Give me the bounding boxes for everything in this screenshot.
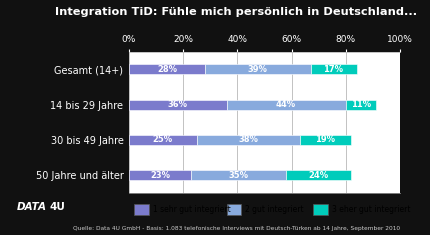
Bar xyxy=(129,135,197,145)
Text: DATA: DATA xyxy=(17,201,47,212)
Bar xyxy=(300,135,351,145)
Bar xyxy=(129,64,205,74)
Text: 17%: 17% xyxy=(323,65,344,74)
Text: 35%: 35% xyxy=(229,171,249,180)
Bar xyxy=(227,100,346,110)
Text: 36%: 36% xyxy=(168,100,188,109)
Text: 44%: 44% xyxy=(276,100,296,109)
Bar xyxy=(129,100,227,110)
FancyBboxPatch shape xyxy=(135,204,149,215)
Text: 11%: 11% xyxy=(350,100,371,109)
Bar xyxy=(197,135,300,145)
Bar xyxy=(310,64,356,74)
Text: 91%: 91% xyxy=(378,100,398,109)
Text: Quelle: Data 4U GmbH - Basis: 1.083 telefonische Interviews mit Deutsch-Türken a: Quelle: Data 4U GmbH - Basis: 1.083 tele… xyxy=(73,227,400,231)
Bar xyxy=(191,170,286,180)
Text: 82%: 82% xyxy=(354,135,374,144)
Text: 24%: 24% xyxy=(309,171,329,180)
Text: 2 gut integriert: 2 gut integriert xyxy=(246,205,304,214)
Bar xyxy=(129,170,191,180)
Bar xyxy=(286,170,351,180)
Text: 39%: 39% xyxy=(248,65,267,74)
Text: 38%: 38% xyxy=(238,135,258,144)
Bar xyxy=(205,64,310,74)
Text: 84%: 84% xyxy=(359,65,379,74)
Text: 28%: 28% xyxy=(157,65,177,74)
Text: Integration TiD: Fühle mich persönlich in Deutschland...: Integration TiD: Fühle mich persönlich i… xyxy=(55,7,418,17)
Text: 83%: 83% xyxy=(354,171,374,180)
Text: 19%: 19% xyxy=(315,135,335,144)
Text: 23%: 23% xyxy=(150,171,170,180)
Text: 4U: 4U xyxy=(49,201,65,212)
Text: 25%: 25% xyxy=(153,135,173,144)
Text: 1 sehr gut integriert: 1 sehr gut integriert xyxy=(154,205,231,214)
FancyBboxPatch shape xyxy=(227,204,241,215)
Bar xyxy=(346,100,375,110)
FancyBboxPatch shape xyxy=(313,204,328,215)
Text: 3 eher gut integriert: 3 eher gut integriert xyxy=(332,205,411,214)
